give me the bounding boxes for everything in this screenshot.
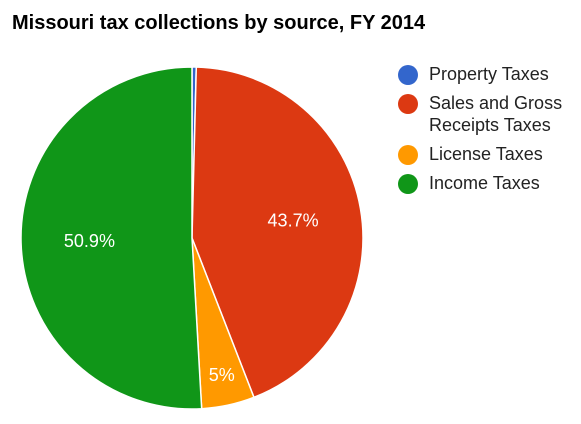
legend-label: Income Taxes — [429, 173, 540, 193]
chart-title: Missouri tax collections by source, FY 2… — [12, 12, 426, 34]
slice-label: 43.7% — [268, 210, 319, 230]
legend-swatch — [398, 65, 418, 85]
legend: Property Taxes Sales and Gross Receipts … — [398, 63, 578, 201]
legend-item-license-taxes[interactable]: License Taxes — [398, 143, 578, 165]
legend-swatch — [398, 94, 418, 114]
slice-label: 50.9% — [64, 231, 115, 251]
legend-swatch — [398, 145, 418, 165]
legend-label: License Taxes — [429, 144, 543, 164]
slice-label: 5% — [209, 365, 235, 385]
legend-label: Property Taxes — [429, 64, 549, 84]
pie-slice-income-taxes[interactable] — [20, 66, 203, 410]
slice-labels: 43.7% 5% 50.9% — [64, 210, 319, 385]
legend-swatch — [398, 174, 418, 194]
legend-item-property-taxes[interactable]: Property Taxes — [398, 63, 578, 85]
legend-item-income-taxes[interactable]: Income Taxes — [398, 172, 578, 194]
pie-slice-sales-and-gross-receipts-taxes[interactable] — [191, 66, 364, 399]
legend-label: Sales and Gross Receipts Taxes — [429, 93, 563, 135]
pie-slices — [20, 66, 364, 410]
legend-item-sales-and-gross-receipts-taxes[interactable]: Sales and Gross Receipts Taxes — [398, 92, 579, 136]
